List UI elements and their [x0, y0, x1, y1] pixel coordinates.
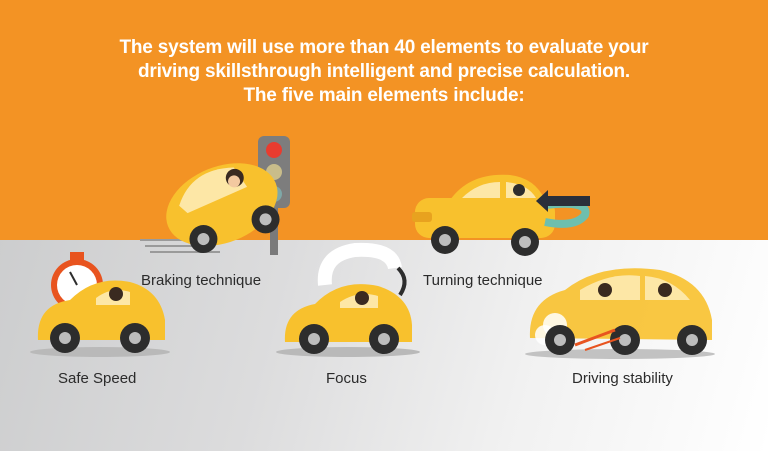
headline-line-2: driving skillsthrough intelligent and pr… — [138, 61, 630, 82]
label-turning-technique: Turning technique — [423, 272, 543, 289]
focus-car-icon — [276, 284, 420, 357]
turn-arrow-icon — [536, 190, 590, 228]
label-focus: Focus — [326, 370, 367, 387]
orange-banner — [0, 0, 768, 240]
headline-line-1: The system will use more than 40 element… — [119, 37, 649, 58]
label-braking-technique: Braking technique — [141, 272, 262, 289]
label-safe-speed: Safe Speed — [58, 370, 137, 387]
stability-car-icon — [525, 268, 715, 359]
headline: The system will use more than 40 element… — [40, 36, 728, 108]
headline-line-3: The five main elements include: — [243, 85, 525, 106]
safe-speed-car-icon — [30, 280, 170, 357]
focus-swirl-icon — [317, 242, 407, 297]
turning-car-icon — [412, 174, 555, 256]
braking-car-icon — [166, 163, 280, 254]
label-driving-stability: Driving stability — [572, 370, 673, 387]
